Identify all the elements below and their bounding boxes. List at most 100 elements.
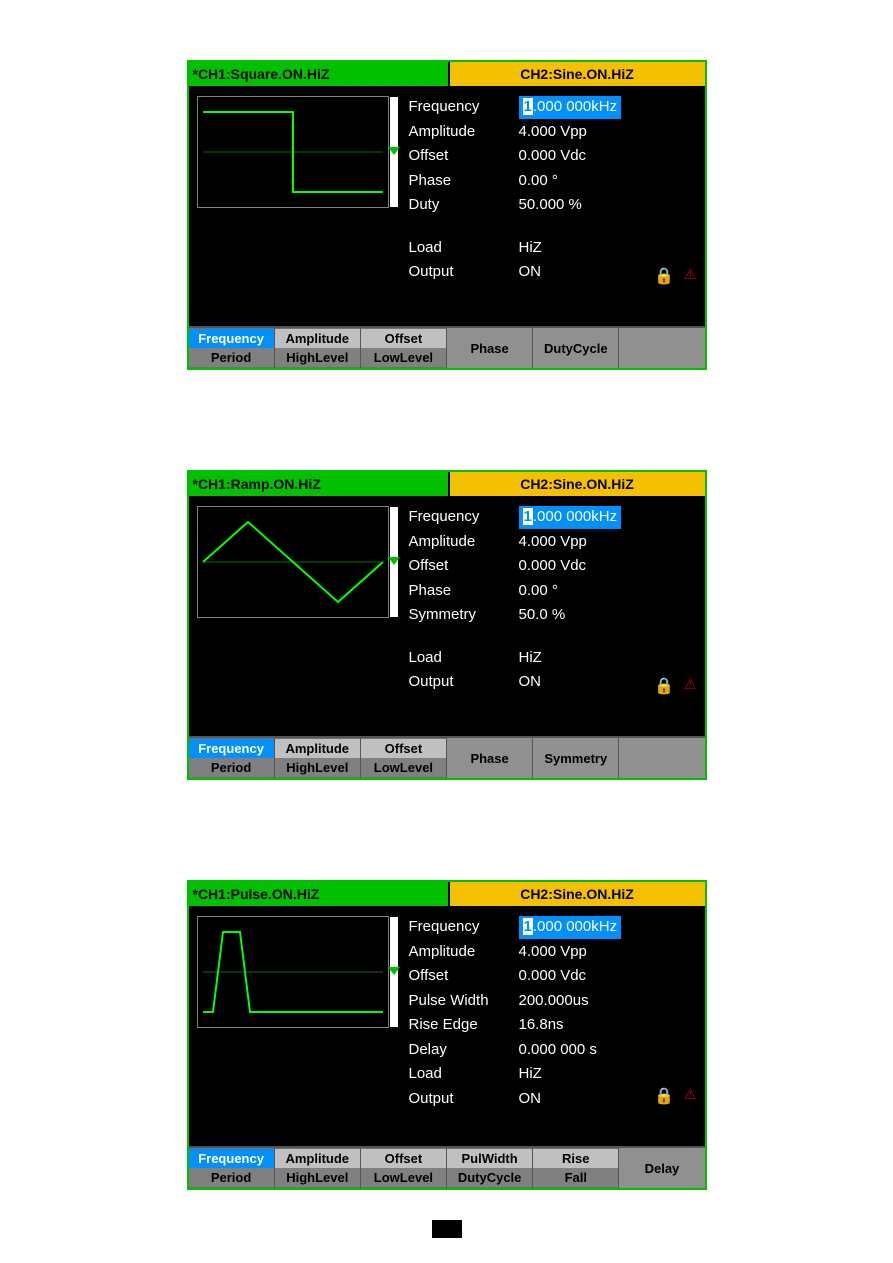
param-label: Output <box>409 1088 519 1111</box>
softkey-label: Delay <box>619 1148 704 1188</box>
param-label: Output <box>409 671 519 694</box>
softkey-phase[interactable]: Phase <box>447 328 533 368</box>
param-label: Load <box>409 647 519 670</box>
softkey-frequency[interactable]: Frequency Period <box>189 738 275 778</box>
param-value: 0.000 Vdc <box>519 965 697 988</box>
param-amplitude: Amplitude 4.000 Vpp <box>409 941 697 964</box>
lock-icon: 🔒 <box>654 266 674 286</box>
level-marker-arrow <box>388 147 400 155</box>
param-symmetry: Symmetry 50.0 % <box>409 604 697 627</box>
panel-ramp: *CH1:Ramp.ON.HiZ CH2:Sine.ON.HiZ Frequen… <box>187 470 707 780</box>
waveform-frame <box>197 506 389 618</box>
softkey-bot: HighLevel <box>275 1168 360 1187</box>
param-label: Amplitude <box>409 531 519 554</box>
titlebar: *CH1:Ramp.ON.HiZ CH2:Sine.ON.HiZ <box>189 472 705 496</box>
waveform-frame <box>197 96 389 208</box>
waveform-area <box>197 916 397 1136</box>
param-value: 0.000 Vdc <box>519 145 697 168</box>
param-value: 1.000 000kHz <box>519 916 697 939</box>
waveform-svg <box>198 507 388 617</box>
softkey-top: Frequency <box>189 329 274 348</box>
softkey-bot: Fall <box>533 1168 618 1187</box>
param-amplitude: Amplitude 4.000 Vpp <box>409 121 697 144</box>
param-frequency: Frequency 1.000 000kHz <box>409 916 697 939</box>
param-label: Frequency <box>409 506 519 529</box>
param-label: Duty <box>409 194 519 217</box>
softkey-top: Offset <box>361 1149 446 1168</box>
softkey-offset[interactable]: Offset LowLevel <box>361 1148 447 1188</box>
softkey-rise[interactable]: Rise Fall <box>533 1148 619 1188</box>
param-label: Frequency <box>409 96 519 119</box>
param-label: Output <box>409 261 519 284</box>
ch2-title: CH2:Sine.ON.HiZ <box>448 882 705 906</box>
softkey-amplitude[interactable]: Amplitude HighLevel <box>275 1148 361 1188</box>
param-value: 200.000us <box>519 990 697 1013</box>
softkeys: Frequency Period Amplitude HighLevel Off… <box>189 326 705 368</box>
softkey-bot: Period <box>189 758 274 777</box>
param-offset: Offset 0.000 Vdc <box>409 555 697 578</box>
softkey-label: DutyCycle <box>533 328 618 368</box>
status-load: Load HiZ <box>409 1063 697 1086</box>
softkey-offset[interactable]: Offset LowLevel <box>361 738 447 778</box>
ch1-title: *CH1:Square.ON.HiZ <box>189 62 448 86</box>
softkey-delay[interactable]: Delay <box>619 1148 704 1188</box>
softkey-pulwidth[interactable]: PulWidth DutyCycle <box>447 1148 533 1188</box>
softkey-amplitude[interactable]: Amplitude HighLevel <box>275 738 361 778</box>
param-label: Symmetry <box>409 604 519 627</box>
softkey-empty[interactable] <box>619 328 704 368</box>
softkey-frequency[interactable]: Frequency Period <box>189 328 275 368</box>
softkey-top: PulWidth <box>447 1149 532 1168</box>
ch1-title: *CH1:Pulse.ON.HiZ <box>189 882 448 906</box>
lock-icon: 🔒 <box>654 676 674 696</box>
softkey-empty[interactable] <box>619 738 704 778</box>
panel-square: *CH1:Square.ON.HiZ CH2:Sine.ON.HiZ Frequ… <box>187 60 707 370</box>
softkey-dutycycle[interactable]: DutyCycle <box>533 328 619 368</box>
softkey-top: Frequency <box>189 1149 274 1168</box>
panel-body: Frequency 1.000 000kHz Amplitude 4.000 V… <box>189 496 705 736</box>
softkey-frequency[interactable]: Frequency Period <box>189 1148 275 1188</box>
softkey-top: Amplitude <box>275 1149 360 1168</box>
param-offset: Offset 0.000 Vdc <box>409 965 697 988</box>
param-label: Rise Edge <box>409 1014 519 1037</box>
softkey-offset[interactable]: Offset LowLevel <box>361 328 447 368</box>
softkey-bot: LowLevel <box>361 1168 446 1187</box>
param-label: Pulse Width <box>409 990 519 1013</box>
softkey-phase[interactable]: Phase <box>447 738 533 778</box>
softkey-label: Phase <box>447 328 532 368</box>
param-duty: Duty 50.000 % <box>409 194 697 217</box>
page-container: *CH1:Square.ON.HiZ CH2:Sine.ON.HiZ Frequ… <box>0 0 893 1238</box>
param-value: HiZ <box>519 647 697 670</box>
param-value: 1.000 000kHz <box>519 96 697 119</box>
param-label: Amplitude <box>409 121 519 144</box>
softkey-top: Rise <box>533 1149 618 1168</box>
ch2-title: CH2:Sine.ON.HiZ <box>448 62 705 86</box>
param-label: Load <box>409 1063 519 1086</box>
waveform-frame <box>197 916 389 1028</box>
param-value: 4.000 Vpp <box>519 531 697 554</box>
param-value: 50.0 % <box>519 604 697 627</box>
param-phase: Phase 0.00 ° <box>409 170 697 193</box>
ch2-title: CH2:Sine.ON.HiZ <box>448 472 705 496</box>
param-value: 4.000 Vpp <box>519 121 697 144</box>
param-label: Amplitude <box>409 941 519 964</box>
param-label: Offset <box>409 145 519 168</box>
page-number-block <box>432 1220 462 1238</box>
param-value: 50.000 % <box>519 194 697 217</box>
titlebar: *CH1:Pulse.ON.HiZ CH2:Sine.ON.HiZ <box>189 882 705 906</box>
softkeys: Frequency Period Amplitude HighLevel Off… <box>189 736 705 778</box>
param-label: Offset <box>409 555 519 578</box>
param-label: Frequency <box>409 916 519 939</box>
softkey-label: Phase <box>447 738 532 778</box>
softkey-symmetry[interactable]: Symmetry <box>533 738 619 778</box>
param-value: HiZ <box>519 1063 697 1086</box>
param-value: 0.00 ° <box>519 580 697 603</box>
param-label: Phase <box>409 170 519 193</box>
param-label: Phase <box>409 580 519 603</box>
softkey-bot: DutyCycle <box>447 1168 532 1187</box>
waveform-svg <box>198 917 388 1027</box>
softkey-bot: HighLevel <box>275 758 360 777</box>
softkey-label: Symmetry <box>533 738 618 778</box>
network-icon: ⚠ <box>684 676 697 696</box>
softkey-amplitude[interactable]: Amplitude HighLevel <box>275 328 361 368</box>
network-icon: ⚠ <box>684 266 697 286</box>
